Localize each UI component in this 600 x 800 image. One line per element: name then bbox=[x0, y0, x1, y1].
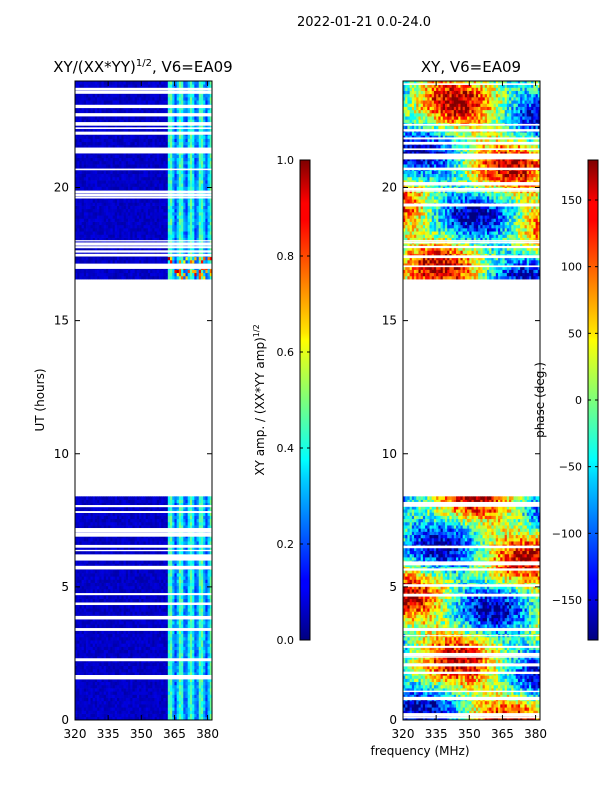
colorbar-tick-label: 0 bbox=[575, 394, 582, 407]
y-tick-label: 20 bbox=[54, 181, 69, 195]
colorbar-tick-label: 0.6 bbox=[277, 346, 295, 359]
phase-axes: 320 335 350 365 380 0 5 10 15 20 bbox=[382, 81, 547, 741]
colorbar-tick-label: 0.0 bbox=[277, 634, 295, 647]
y-tick-label: 10 bbox=[382, 447, 397, 461]
colorbar-tick-label: 50 bbox=[568, 327, 582, 340]
x-tick-label: 365 bbox=[163, 727, 186, 741]
phase-panel-title: XY, V6=EA09 bbox=[421, 58, 521, 76]
colorbar-tick-label: 0.4 bbox=[277, 442, 295, 455]
colorbar-tick-label: −50 bbox=[559, 461, 582, 474]
amplitude-colorbar-label: XY amp. / (XX*YY amp)1/2 bbox=[252, 324, 267, 475]
suptitle: 2022-01-21 0.0-24.0 bbox=[297, 15, 431, 30]
phase-plot-frame bbox=[402, 80, 541, 721]
colorbar-tick-label: −150 bbox=[552, 594, 582, 607]
x-tick-label: 320 bbox=[64, 727, 87, 741]
x-tick-label: 365 bbox=[491, 727, 514, 741]
x-tick-label: 380 bbox=[524, 727, 547, 741]
y-tick-label: 5 bbox=[389, 580, 397, 594]
phase-panel: XY, V6=EA09 320 335 350 365 380 0 5 10 15 20 bbox=[382, 58, 547, 741]
amplitude-plot-frame bbox=[74, 80, 213, 721]
y-tick-label: 10 bbox=[54, 447, 69, 461]
x-tick-label: 320 bbox=[392, 727, 415, 741]
colorbar-tick-label: 0.2 bbox=[277, 538, 295, 551]
amplitude-colorbar: 0.0 0.2 0.4 0.6 0.8 1.0 XY amp. / (XX*YY amp)… bbox=[252, 154, 311, 647]
y-tick-label: 15 bbox=[54, 314, 69, 328]
x-tick-label: 335 bbox=[97, 727, 120, 741]
phase-colorbar-label: phase (deg.) bbox=[533, 362, 547, 438]
x-tick-label: 335 bbox=[425, 727, 448, 741]
amplitude-axes: 320 335 350 365 380 0 5 10 15 20 bbox=[54, 81, 219, 741]
y-tick-label: 0 bbox=[61, 713, 69, 727]
amplitude-heatmap bbox=[75, 81, 212, 720]
colorbar-tick-label: 150 bbox=[561, 194, 582, 207]
phase-colorbar: −150 −100 −50 0 50 100 150 phase (deg.) bbox=[533, 159, 599, 641]
y-tick-label: 15 bbox=[382, 314, 397, 328]
amplitude-colorbar-gradient bbox=[299, 159, 311, 641]
x-tick-label: 350 bbox=[130, 727, 153, 741]
y-tick-label: 5 bbox=[61, 580, 69, 594]
x-tick-label: 380 bbox=[196, 727, 219, 741]
amplitude-panel-title: XY/(XX*YY)1/2, V6=EA09 bbox=[53, 58, 232, 76]
phase-colorbar-ticks: −150 −100 −50 0 50 100 150 bbox=[552, 194, 598, 607]
colorbar-tick-label: 0.8 bbox=[277, 250, 295, 263]
y-tick-label: 20 bbox=[382, 181, 397, 195]
amplitude-colorbar-ticks: 0.0 0.2 0.4 0.6 0.8 1.0 bbox=[277, 154, 310, 647]
phase-heatmap bbox=[403, 81, 540, 720]
y-tick-label: 0 bbox=[389, 713, 397, 727]
frequency-xlabel: frequency (MHz) bbox=[370, 744, 469, 758]
amplitude-ylabel: UT (hours) bbox=[33, 368, 47, 431]
colorbar-tick-label: 1.0 bbox=[277, 154, 295, 167]
colorbar-tick-label: 100 bbox=[561, 261, 582, 274]
amplitude-panel: XY/(XX*YY)1/2, V6=EA09 320 335 350 365 380 0 5… bbox=[33, 58, 233, 741]
x-tick-label: 350 bbox=[458, 727, 481, 741]
colorbar-tick-label: −100 bbox=[552, 527, 582, 540]
